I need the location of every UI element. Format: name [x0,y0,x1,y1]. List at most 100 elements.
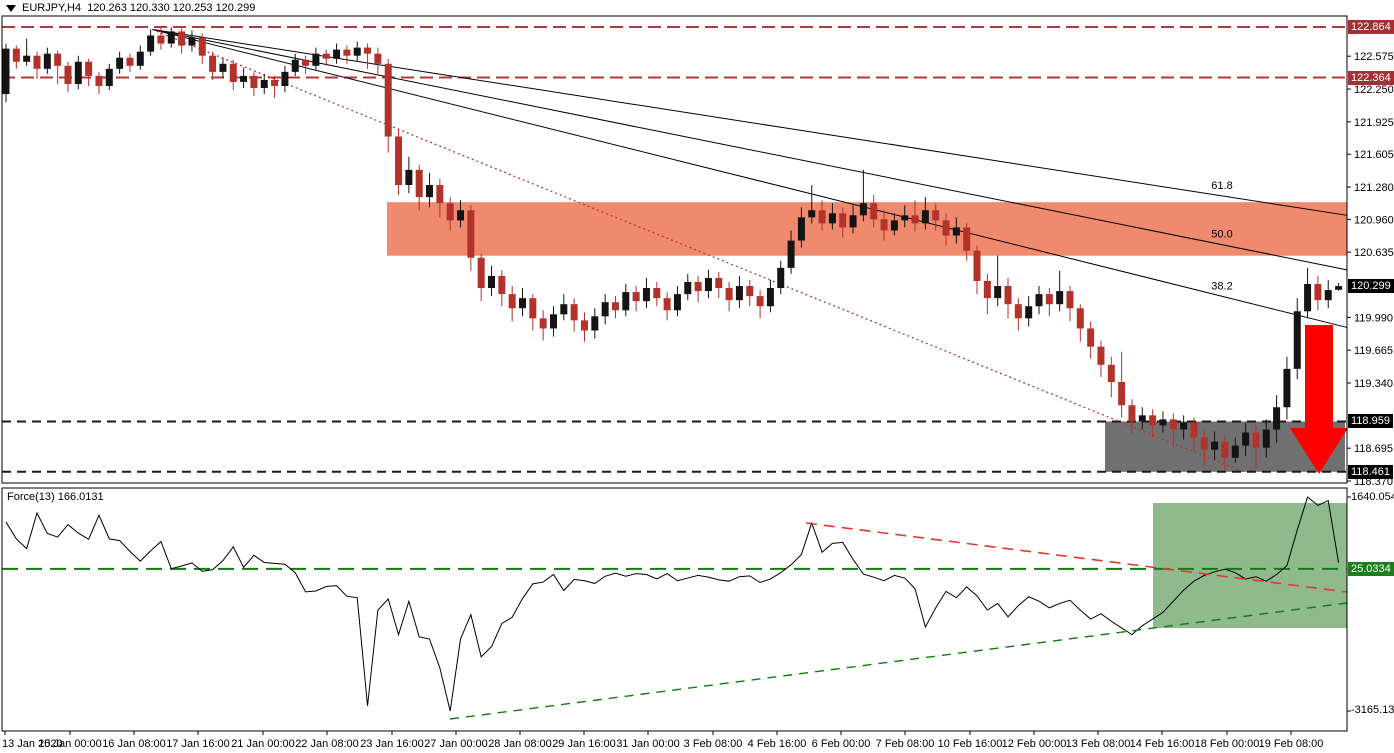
candle-body [229,63,237,82]
candle-body [1149,415,1157,426]
candle-body [880,219,888,231]
indicator-plot-border [1,487,1348,732]
sell-signal-arrow[interactable] [1290,325,1348,474]
fib-fan-line-61.8[interactable] [151,28,1348,216]
candle-body [849,215,857,228]
candle-body [1056,291,1064,305]
candle-body [560,304,568,315]
time-tick-label: 13 Jan 2020 [2,738,63,750]
candle-body [632,292,640,302]
time-tick-label: 28 Jan 08:00 [488,738,552,750]
candle-body [1180,422,1188,430]
fib-fan-line-38.2[interactable] [151,28,1348,328]
descending-dotted-trendline[interactable] [151,28,1246,474]
candle-body [684,281,692,295]
candle-body [1107,364,1115,382]
time-tick-label: 4 Feb 16:00 [748,738,807,750]
candle-body [1314,284,1322,301]
candle-body [1066,291,1074,309]
candle-body [85,61,93,76]
candle-body [105,68,113,86]
candle-body [1304,284,1312,312]
candle-body [519,298,526,309]
candle-body [136,51,144,66]
candle-body [415,169,423,198]
candle-body [508,294,516,309]
candle-body [12,48,20,62]
candle-body [1262,429,1270,448]
fib-fan-line-50.0[interactable] [151,28,1348,271]
collapse-triangle-icon[interactable] [6,4,16,12]
candle-body [322,53,330,59]
candle-body [539,318,547,329]
candle-body [963,227,971,251]
candle-body [1252,432,1260,448]
candle-body [477,257,485,289]
force-indicator-line [5,496,1340,712]
candle-body [126,57,134,66]
force-red-trendline[interactable] [805,522,1348,593]
divergence-highlight-rect[interactable] [1153,503,1347,628]
symbol-period-label: EURJPY,H4 [22,2,82,14]
indicator-name-label: Force(13) 166.0131 [7,491,104,503]
candle-body [611,302,619,311]
time-tick-label: 19 Feb 08:00 [1259,738,1324,750]
candle-body [95,75,103,86]
time-tick-label: 21 Jan 00:00 [231,738,295,750]
candle-body [157,35,165,44]
candle-body [601,302,609,317]
time-tick-label: 29 Jan 16:00 [552,738,616,750]
candle-body [1169,419,1177,430]
candle-body [384,63,392,137]
force-level-badge: 25.0334 [1348,561,1394,576]
candle-body [673,294,681,311]
price-tick-label: 122.250 [1354,84,1394,96]
fib-retracement-zone-rect[interactable] [387,202,1347,256]
candle-body [570,304,578,321]
candle-body [870,203,878,220]
chart-title-bar: EURJPY,H4 120.263 120.330 120.253 120.299 [6,2,255,14]
price-tick-label: 121.925 [1354,117,1394,129]
price-tick-label: 121.280 [1354,182,1394,194]
candle-body [622,292,630,311]
candle-body [436,185,444,204]
candle-body [839,213,847,228]
candle-body [374,53,382,64]
candle-body [766,288,774,307]
price-axis-ticks: 122.575 122.250 121.925 121.605 121.280 120.9… [1347,51,1394,488]
candle-body [1283,368,1291,408]
time-tick-label: 27 Jan 00:00 [424,738,488,750]
candle-body [188,37,196,46]
fib-fan-label-61.8: 61.8 [1211,180,1232,192]
candle-body [74,61,82,84]
time-tick-label: 18 Feb 00:00 [1195,738,1260,750]
candle-body [973,250,981,281]
candle-body [1200,437,1208,450]
candle-body [116,57,124,69]
fib-fan-group[interactable]: 61.8 50.0 38.2 [151,28,1348,328]
candle-body [704,277,712,292]
candle-body [64,65,72,84]
time-tick-label: 23 Jan 16:00 [360,738,424,750]
time-tick-label: 14 Feb 16:00 [1130,738,1195,750]
candle-body [33,55,41,69]
time-tick-label: 22 Jan 08:00 [295,738,359,750]
candle-body [353,47,361,56]
candle-body [1128,405,1136,422]
price-tick-label: 120.635 [1354,247,1394,259]
price-badge-118.959: 118.959 [1348,414,1393,429]
force-green-trendline[interactable] [449,602,1348,720]
candle-body [1014,304,1022,319]
indicator-axis-max-label: 1640.0543 [1351,491,1394,503]
price-tick-label: 120.960 [1354,214,1394,226]
candle-body [43,53,51,69]
candle-body [240,75,248,82]
candle-body [178,31,186,46]
candle-body [890,220,898,231]
candle-body [302,59,310,66]
time-tick-label: 16 Jan 08:00 [102,738,166,750]
candle-body [1293,311,1301,369]
candle-body [932,210,940,221]
candle-body [808,210,816,218]
